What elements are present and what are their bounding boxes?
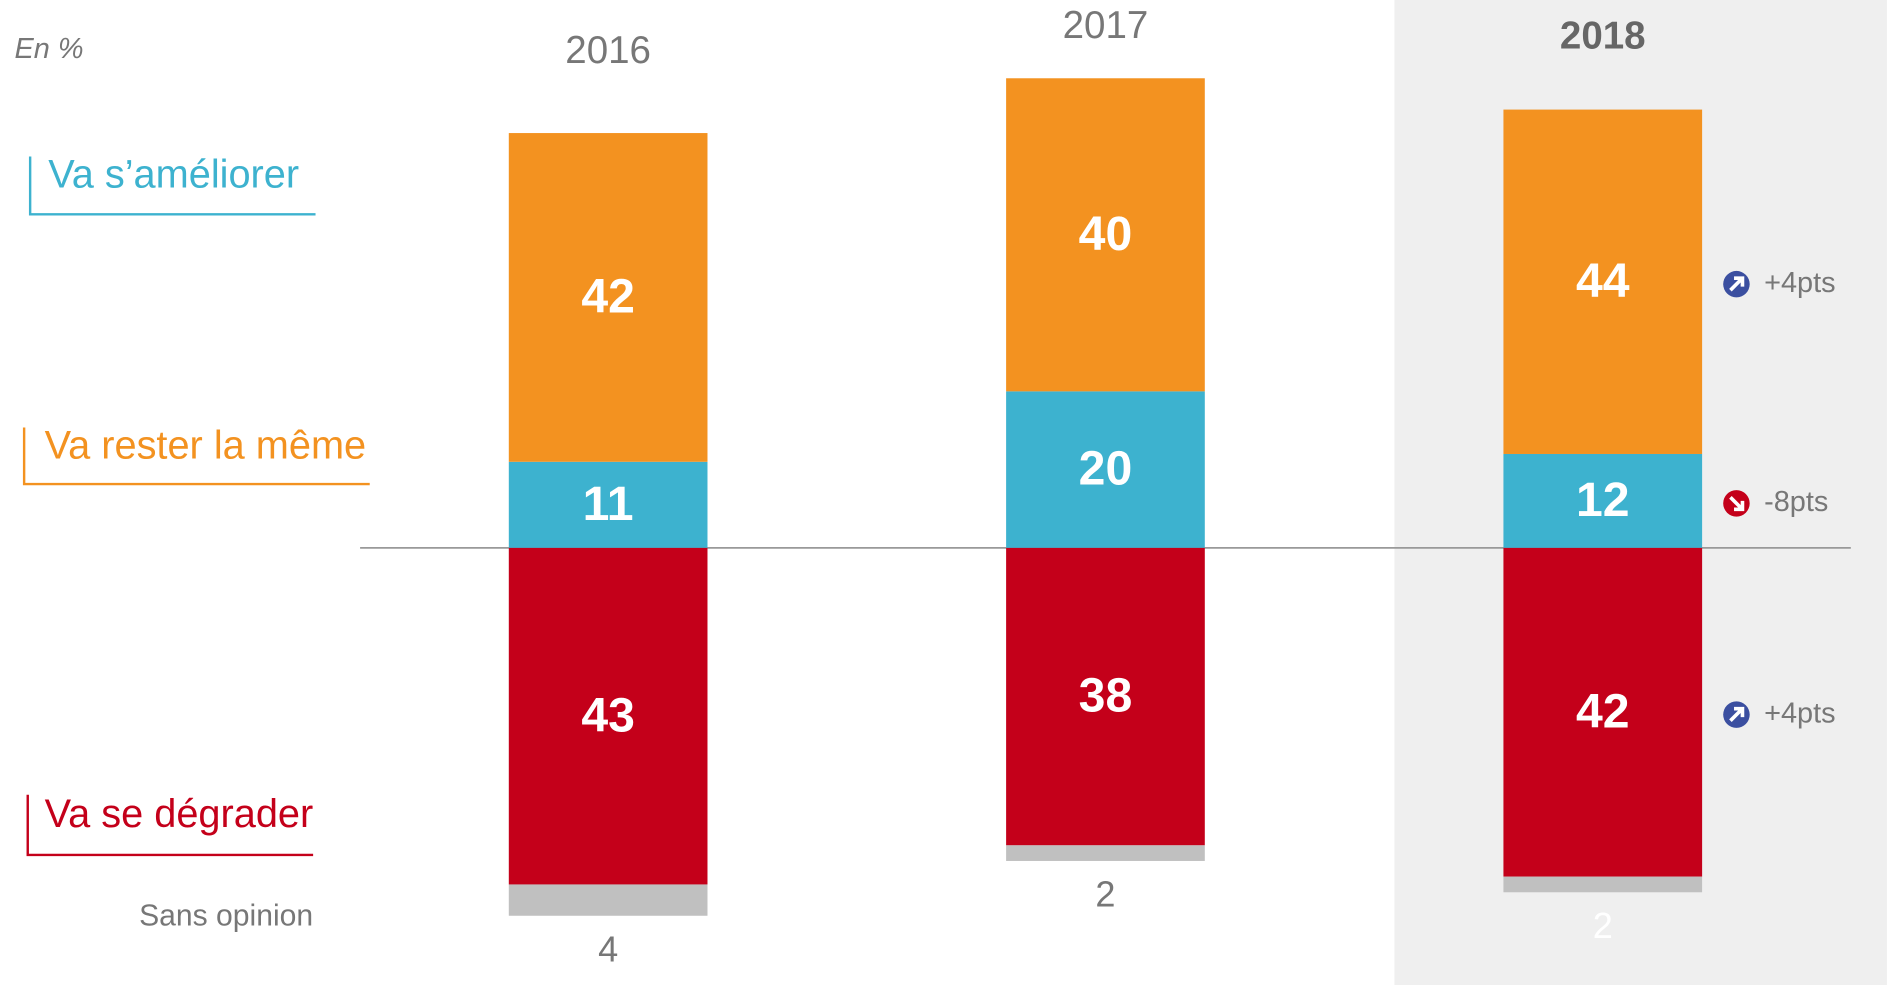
data-label: 42 — [1576, 684, 1630, 738]
data-label: 20 — [1079, 442, 1133, 496]
bar-segment — [508, 884, 708, 916]
x-tick-label: 2017 — [1063, 4, 1149, 47]
legend-bracket — [26, 794, 314, 857]
bar-segment — [508, 133, 708, 462]
legend-label: Va rester la même — [45, 423, 367, 467]
legend-label: Va se dégrader — [45, 792, 314, 836]
legend-label: Sans opinion — [139, 900, 313, 933]
trend-arrow — [1729, 496, 1745, 512]
x-tick-label: 2016 — [565, 29, 651, 72]
data-label: 42 — [581, 270, 635, 324]
data-label: 2 — [1095, 874, 1115, 915]
trend-arrow — [1729, 276, 1745, 292]
data-label: 44 — [1576, 254, 1630, 308]
annotation: +4pts — [1764, 267, 1835, 299]
trend-arrow — [1729, 706, 1745, 722]
legend-bracket — [22, 427, 370, 486]
data-label: 2 — [1593, 905, 1613, 946]
bar-segment — [508, 461, 708, 548]
x-tick-label: 2018 — [1560, 15, 1646, 58]
bar-segment — [1503, 109, 1703, 454]
bar-segment — [1006, 547, 1205, 846]
annotation: -8pts — [1764, 486, 1828, 518]
data-label: 12 — [1576, 473, 1630, 527]
bar-segment — [1503, 547, 1703, 877]
bar-segment — [508, 547, 708, 885]
data-label: 4 — [598, 928, 618, 969]
bar-segment — [1006, 845, 1205, 861]
bar-segment — [1006, 391, 1205, 548]
bar-segment — [1006, 78, 1205, 392]
bar-segment — [1503, 453, 1703, 548]
unit-label: En % — [14, 33, 83, 65]
data-label: 40 — [1079, 207, 1133, 261]
bar-segment — [1503, 876, 1703, 893]
data-label: 38 — [1079, 669, 1133, 723]
legend-bracket — [28, 156, 316, 216]
data-label: 43 — [581, 688, 635, 742]
legend-label: Va s’améliorer — [48, 153, 299, 197]
data-label: 11 — [583, 477, 634, 531]
annotation: +4pts — [1764, 697, 1835, 729]
